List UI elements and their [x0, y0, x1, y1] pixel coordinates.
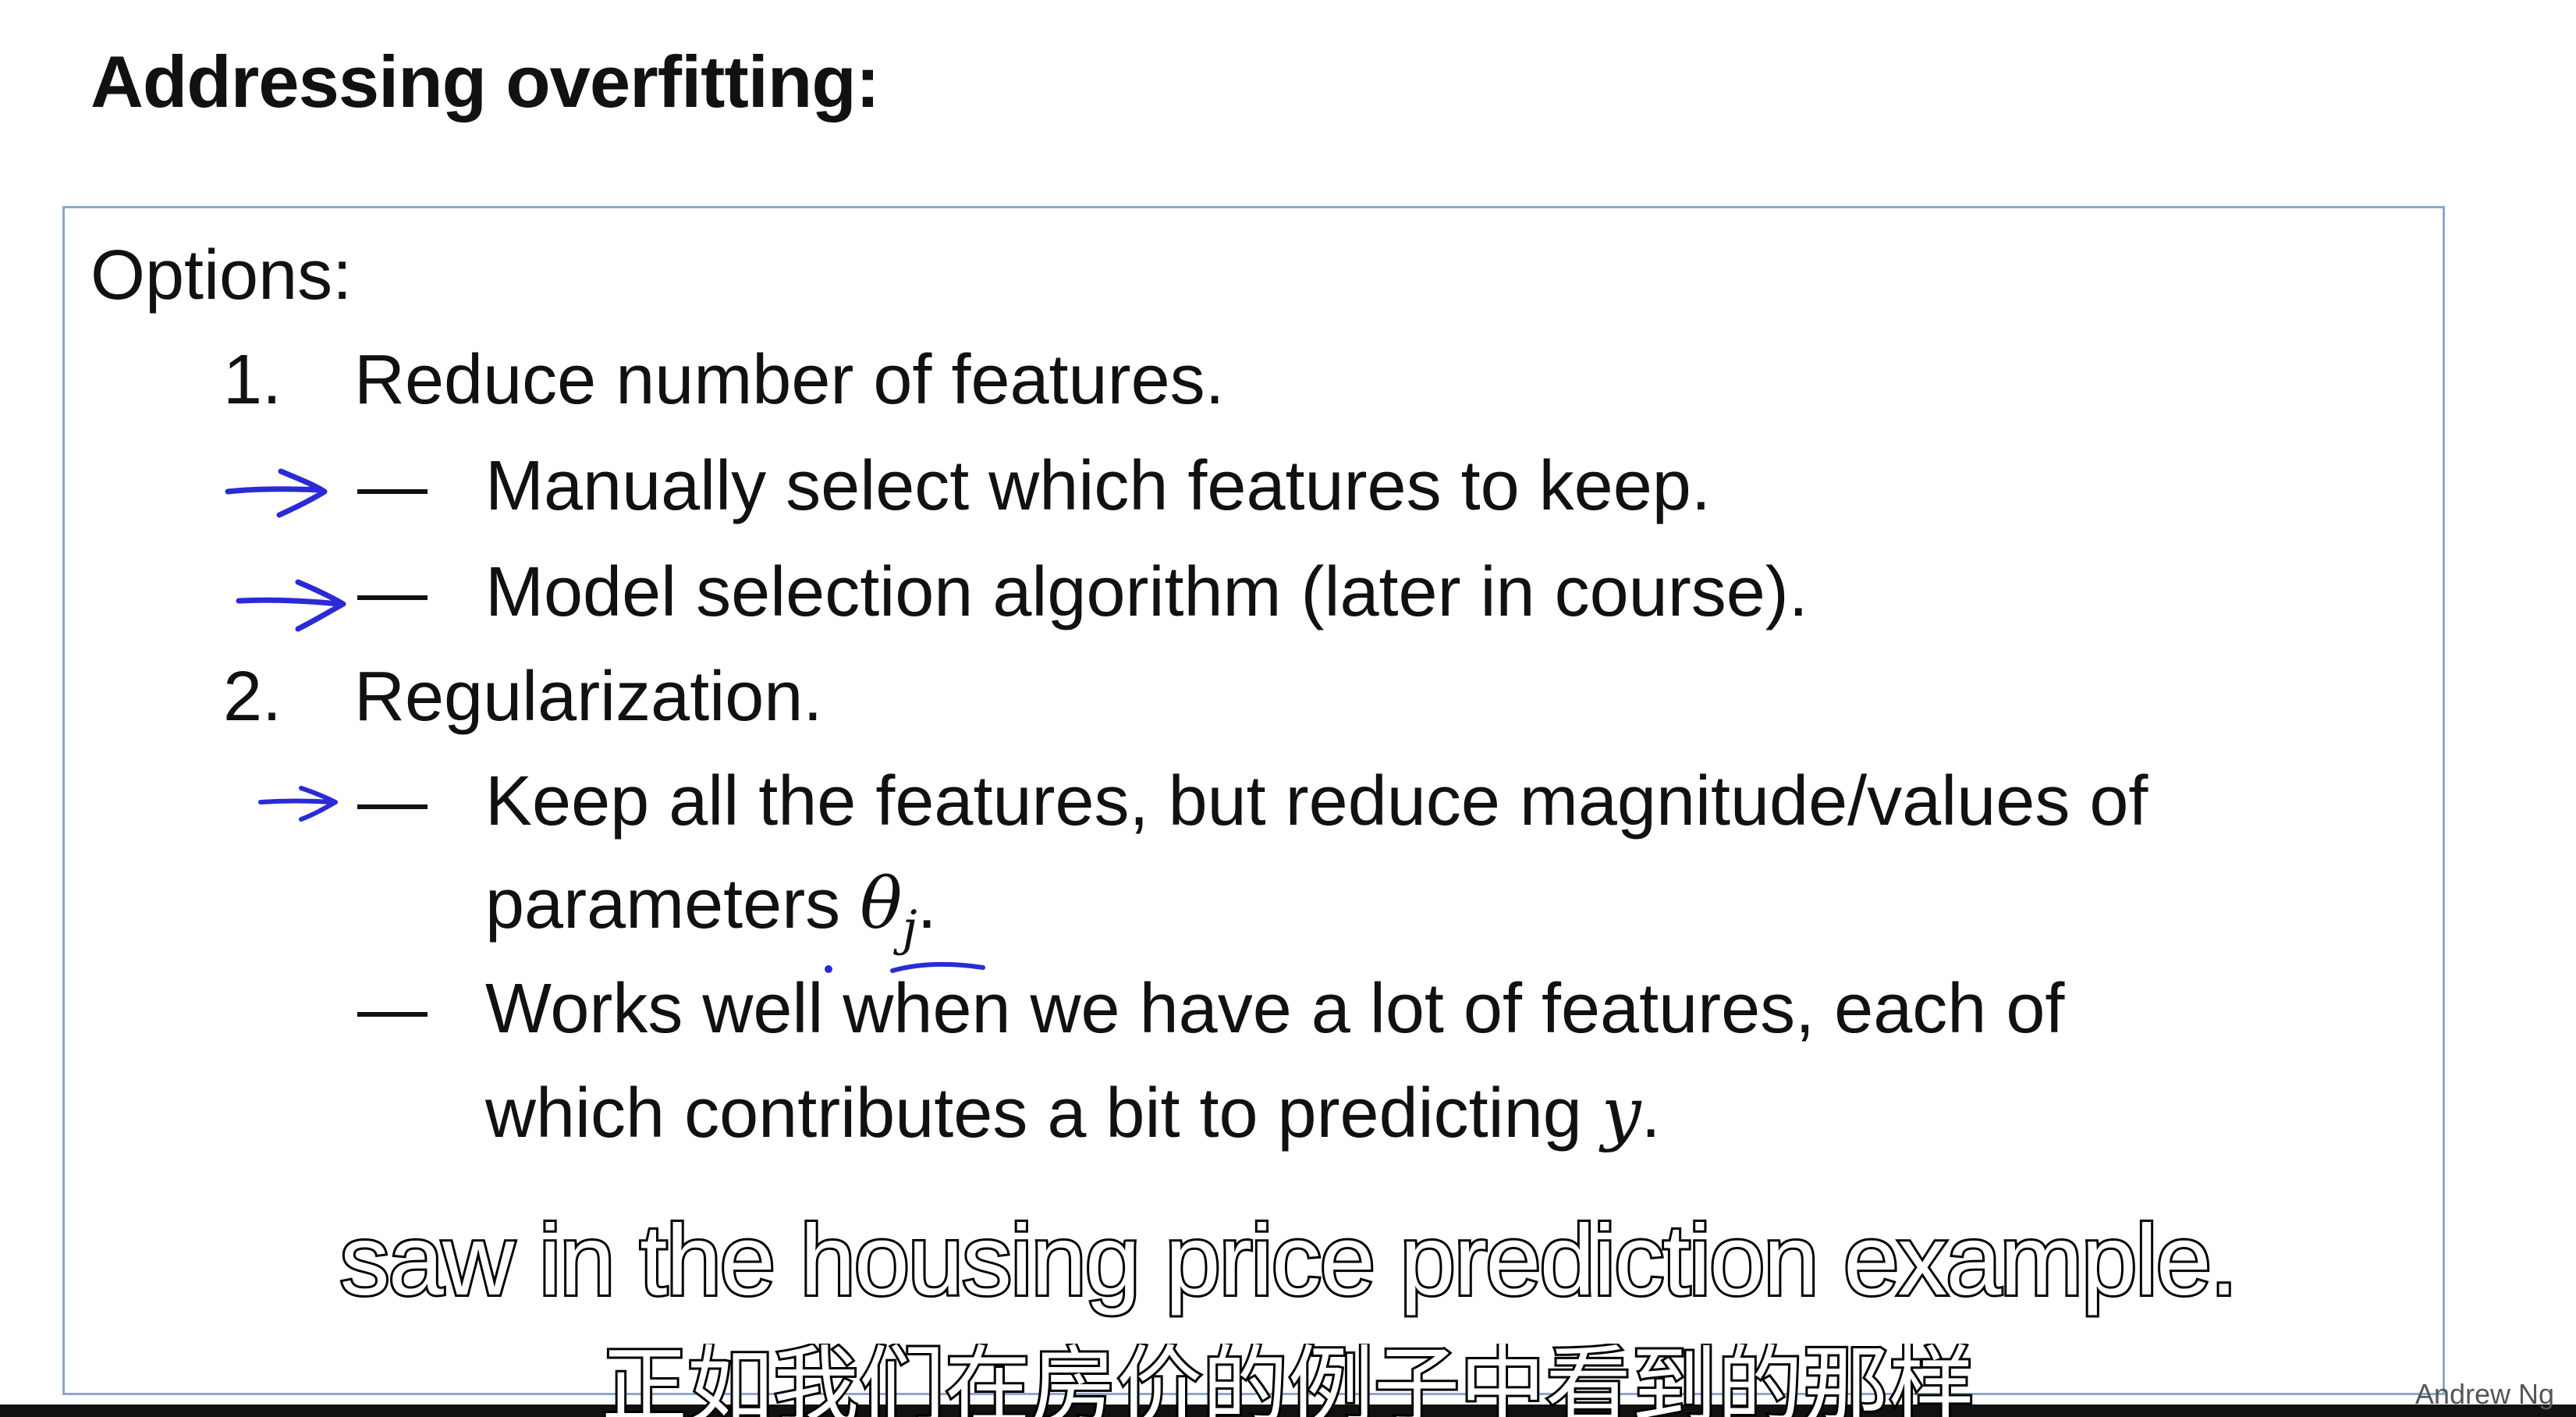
item-1a-dash: — — [357, 447, 428, 525]
item-1-text: Reduce number of features. — [354, 341, 1225, 419]
item-2b-text: Works well when we have a lot of feature… — [485, 970, 2065, 1048]
item-1b-text: Model selection algorithm (later in cour… — [485, 553, 1808, 631]
item-2a-dash: — — [357, 762, 428, 840]
y-symbol: y — [1601, 1072, 1641, 1154]
item-2b-text-line2: which contributes a bit to predicting y. — [485, 1078, 1661, 1149]
item-2b-dash: — — [357, 970, 428, 1048]
item-2b-period: . — [1641, 1074, 1661, 1152]
item-2a-text: Keep all the features, but reduce magnit… — [485, 762, 2148, 840]
item-2-text: Regularization. — [354, 658, 823, 736]
subtitle-chinese: 正如我们在房价的例子中看到的那样 — [599, 1344, 1977, 1417]
handwritten-underline-icon — [825, 961, 985, 973]
handwritten-arrow-icon — [236, 579, 346, 632]
item-2-number: 2. — [223, 658, 282, 736]
item-1b-dash: — — [357, 553, 428, 631]
item-2b-text2: which contributes a bit to predicting — [485, 1074, 1582, 1152]
item-2a-text2: parameters — [485, 865, 841, 943]
handwritten-arrow-icon — [225, 468, 328, 518]
video-bottom-bar — [0, 1405, 2576, 1417]
options-label: Options: — [90, 236, 353, 314]
slide-title: Addressing overfitting: — [90, 41, 880, 123]
subtitle-english: saw in the housing price prediction exam… — [338, 1205, 2241, 1316]
item-2a-period: . — [917, 865, 937, 943]
handwritten-arrow-icon — [258, 786, 338, 822]
item-2a-text-line2: parameters θj. — [485, 869, 937, 953]
author-credit: Andrew Ng — [2415, 1378, 2554, 1410]
item-1a-text: Manually select which features to keep. — [485, 447, 1711, 525]
item-1-number: 1. — [223, 341, 282, 419]
content-box — [62, 206, 2445, 1395]
theta-subscript: j — [902, 900, 917, 957]
theta-symbol: θ — [860, 863, 903, 945]
